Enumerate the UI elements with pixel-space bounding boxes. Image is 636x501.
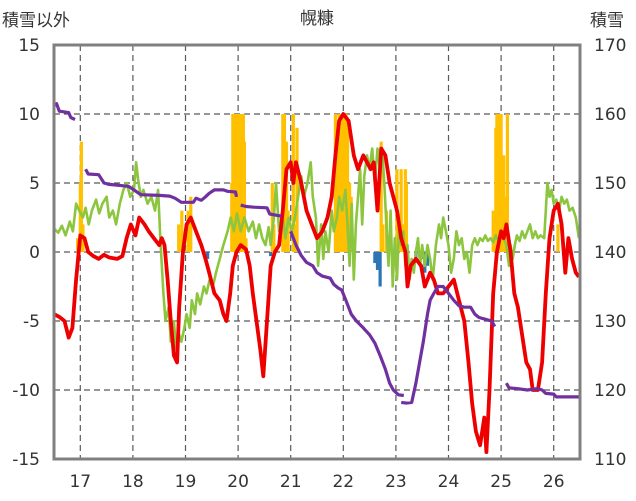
negative-bar xyxy=(373,252,377,264)
precip-bar xyxy=(491,210,495,252)
plot-frame xyxy=(52,43,582,461)
precip-bar xyxy=(177,224,181,252)
precip-bar xyxy=(189,196,193,252)
x-tick-label: 20 xyxy=(227,472,249,492)
precip-bar xyxy=(180,210,184,252)
y-right-tick-label: 150 xyxy=(594,174,626,194)
precip-bar xyxy=(399,169,403,252)
series-lines xyxy=(53,102,581,454)
precip-bar xyxy=(295,127,299,252)
series-line-snow-depth xyxy=(53,102,76,121)
y-left-tick-label: 15 xyxy=(18,36,40,56)
precip-bar xyxy=(556,224,560,252)
precip-bar xyxy=(286,210,290,252)
x-tick-label: 24 xyxy=(438,472,460,492)
y-left-tick-label: 5 xyxy=(29,174,40,194)
chart-title: 幌糠 xyxy=(300,8,334,29)
y-right-tick-label: 120 xyxy=(594,381,626,401)
x-tick-label: 17 xyxy=(69,472,91,492)
y-right-tick-label: 160 xyxy=(594,105,626,125)
precipitation-bars xyxy=(76,114,560,287)
y-left-tick-label: 10 xyxy=(18,105,40,125)
negative-bar xyxy=(375,252,380,270)
precip-bar xyxy=(284,141,289,252)
series-line-green xyxy=(53,147,581,350)
x-tick-label: 25 xyxy=(490,472,512,492)
precip-bar xyxy=(270,183,274,252)
series-line-snow-depth xyxy=(504,382,579,399)
precip-bar xyxy=(345,127,350,252)
x-tick-label: 19 xyxy=(175,472,197,492)
left-axis-title: 積雪以外 xyxy=(2,11,70,31)
precip-bar xyxy=(502,155,506,252)
precip-bar xyxy=(272,224,276,252)
y-left-tick-label: -10 xyxy=(12,381,40,401)
x-tick-label: 21 xyxy=(280,472,302,492)
precip-bar xyxy=(381,224,385,252)
right-axis-title: 積雪 xyxy=(590,11,624,31)
axis-labels: 17 18 19 20 21 22 23 24 25 26 -15 -10 -5 0 5 10 15 110 120… xyxy=(12,36,626,492)
x-tick-label: 18 xyxy=(122,472,144,492)
negative-bar xyxy=(425,252,430,266)
precip-bar xyxy=(186,210,190,252)
y-left-tick-label: -5 xyxy=(23,312,40,332)
precip-bar xyxy=(505,114,510,252)
y-right-tick-label: 130 xyxy=(594,312,626,332)
precip-bar xyxy=(335,127,339,252)
negative-bar xyxy=(205,252,210,259)
negative-bar xyxy=(378,252,382,287)
series-line-snow-depth xyxy=(289,230,405,398)
y-right-tick-label: 140 xyxy=(594,243,626,263)
precip-bar xyxy=(404,183,409,252)
negative-bar xyxy=(269,252,273,257)
precip-bar xyxy=(242,141,247,252)
precip-bar xyxy=(244,238,248,252)
x-tick-label: 22 xyxy=(332,472,354,492)
precip-bar xyxy=(379,141,383,252)
x-tick-label: 26 xyxy=(543,472,565,492)
series-line-snow-depth xyxy=(240,203,282,218)
y-right-tick-label: 170 xyxy=(594,36,626,56)
y-left-tick-label: 0 xyxy=(29,243,40,263)
series-line-snow-depth xyxy=(400,284,497,405)
x-tick-label: 23 xyxy=(385,472,407,492)
precip-bar xyxy=(340,114,344,252)
y-right-tick-label: 110 xyxy=(594,450,626,470)
series-line-red xyxy=(53,112,581,454)
y-left-tick-label: -15 xyxy=(12,450,40,470)
precip-bar xyxy=(79,141,83,252)
series-line-snow-depth xyxy=(84,168,239,204)
